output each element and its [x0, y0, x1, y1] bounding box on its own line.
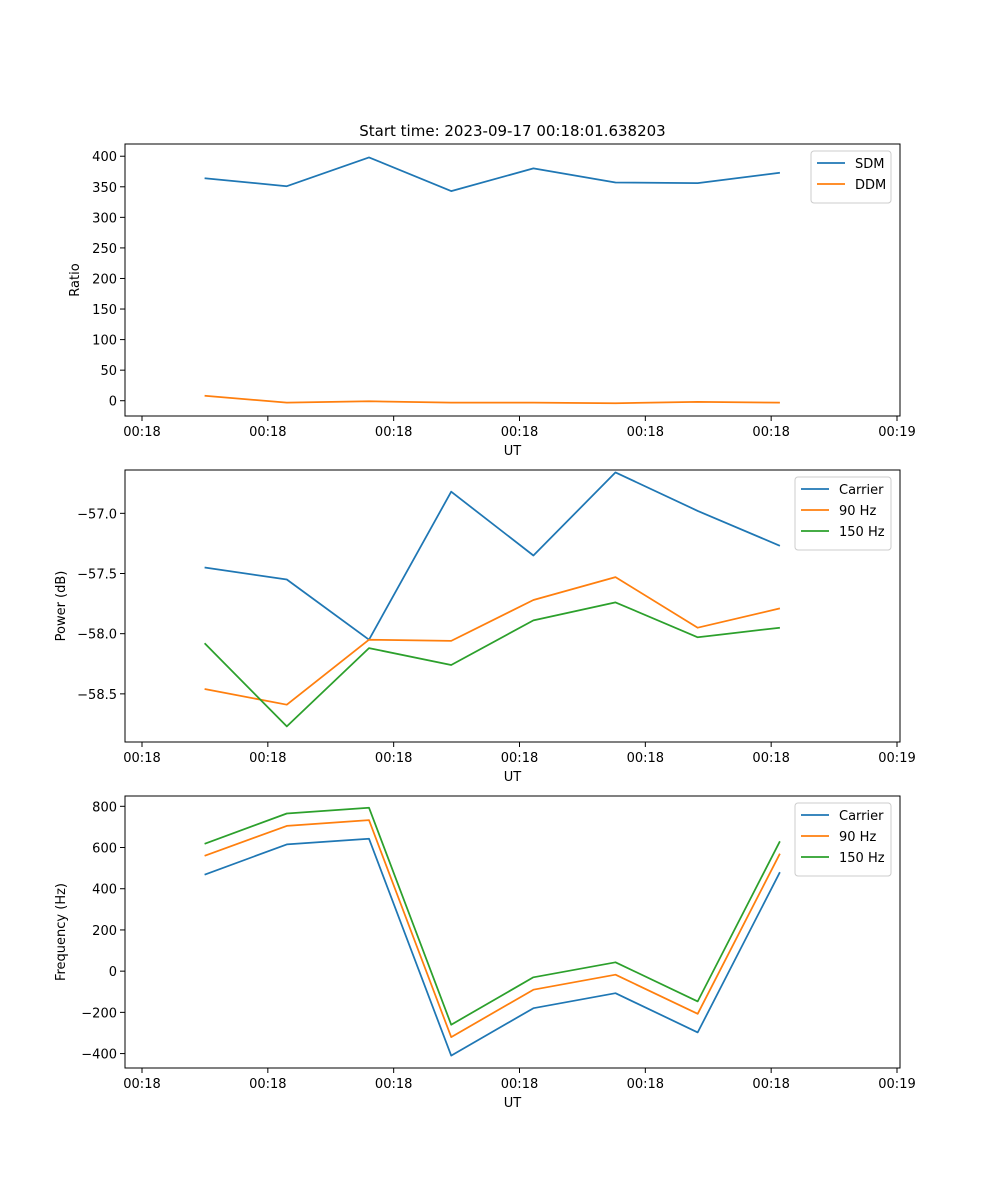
- y-tick-label: −57.0: [77, 507, 117, 522]
- legend-label: Carrier: [839, 809, 884, 824]
- series-line-150-hz: [203, 601, 781, 728]
- x-tick-label: 00:18: [752, 425, 789, 440]
- legend-label: SDM: [855, 157, 884, 172]
- x-axis-label: UT: [504, 770, 522, 785]
- x-tick-label: 00:18: [375, 425, 412, 440]
- y-tick-label: 250: [92, 242, 117, 257]
- x-tick-label: 00:18: [752, 1077, 789, 1092]
- y-tick-label: −58.5: [77, 688, 117, 703]
- x-tick-label: 00:18: [627, 1077, 664, 1092]
- y-tick-label: 800: [92, 800, 117, 815]
- y-tick-label: −400: [81, 1048, 117, 1063]
- x-tick-label: 00:18: [375, 1077, 412, 1092]
- x-tick-label: 00:18: [627, 751, 664, 766]
- series-line-carrier: [204, 837, 781, 1057]
- y-tick-label: −58.0: [77, 628, 117, 643]
- y-tick-label: 0: [109, 395, 117, 410]
- y-tick-label: 400: [92, 150, 117, 165]
- legend-label: Carrier: [839, 483, 884, 498]
- y-tick-label: 50: [100, 364, 117, 379]
- chart-title: Start time: 2023-09-17 00:18:01.638203: [359, 122, 665, 140]
- y-tick-label: 200: [92, 924, 117, 939]
- x-tick-label: 00:18: [123, 751, 160, 766]
- x-tick-label: 00:18: [123, 425, 160, 440]
- x-tick-label: 00:18: [752, 751, 789, 766]
- y-tick-label: 600: [92, 842, 117, 857]
- legend: Carrier 90 Hz 150 Hz: [794, 802, 892, 877]
- x-tick-label: 00:18: [249, 1077, 286, 1092]
- legend: Carrier 90 Hz 150 Hz: [794, 476, 892, 551]
- y-tick-label: 0: [109, 965, 117, 980]
- x-axis-label: UT: [504, 444, 522, 459]
- x-tick-label: 00:19: [878, 751, 915, 766]
- y-axis-label: Power (dB): [54, 571, 69, 642]
- y-tick-label: 200: [92, 272, 117, 287]
- y-axis-label: Ratio: [68, 263, 83, 296]
- x-tick-label: 00:18: [501, 1077, 538, 1092]
- axes-frame: [124, 469, 901, 743]
- series-line-carrier: [204, 471, 781, 641]
- y-tick-label: 150: [92, 303, 117, 318]
- x-tick-label: 00:18: [123, 1077, 160, 1092]
- power-panel: 00:18 00:18 00:18 00:18 00:18 00:18 00:19 −58.5…: [54, 469, 916, 785]
- legend-label: 90 Hz: [839, 504, 876, 519]
- series-line-90-hz: [204, 576, 781, 706]
- legend-label: 150 Hz: [839, 525, 885, 540]
- frequency-panel: 00:18 00:18 00:18 00:18 00:18 00:18 00:19 −400 −…: [54, 795, 916, 1111]
- x-axis-label: UT: [504, 1096, 522, 1111]
- legend: SDM DDM: [810, 150, 892, 204]
- y-tick-label: 350: [92, 181, 117, 196]
- x-tick-label: 00:18: [249, 425, 286, 440]
- y-tick-label: 100: [92, 334, 117, 349]
- x-tick-label: 00:18: [501, 751, 538, 766]
- legend-label: 90 Hz: [839, 830, 876, 845]
- y-tick-label: −57.5: [77, 568, 117, 583]
- x-tick-label: 00:18: [249, 751, 286, 766]
- legend-label: DDM: [855, 178, 886, 193]
- series-line-90-hz: [204, 819, 781, 1038]
- axes-frame: [124, 795, 901, 1069]
- series-line-150-hz: [204, 806, 781, 1026]
- x-tick-label: 00:18: [501, 425, 538, 440]
- y-tick-label: −200: [81, 1006, 117, 1021]
- y-axis-label: Frequency (Hz): [54, 883, 69, 981]
- x-tick-label: 00:18: [375, 751, 412, 766]
- y-tick-label: 300: [92, 211, 117, 226]
- legend-frame: [810, 150, 892, 204]
- x-tick-label: 00:19: [878, 425, 915, 440]
- axes-frame: [124, 143, 901, 417]
- ratio-panel: Start time: 2023-09-17 00:18:01.63820300…: [68, 122, 916, 459]
- x-tick-label: 00:19: [878, 1077, 915, 1092]
- y-tick-label: 400: [92, 883, 117, 898]
- series-line-sdm: [204, 156, 781, 192]
- legend-label: 150 Hz: [839, 851, 885, 866]
- series-line-ddm: [204, 394, 780, 405]
- x-tick-label: 00:18: [627, 425, 664, 440]
